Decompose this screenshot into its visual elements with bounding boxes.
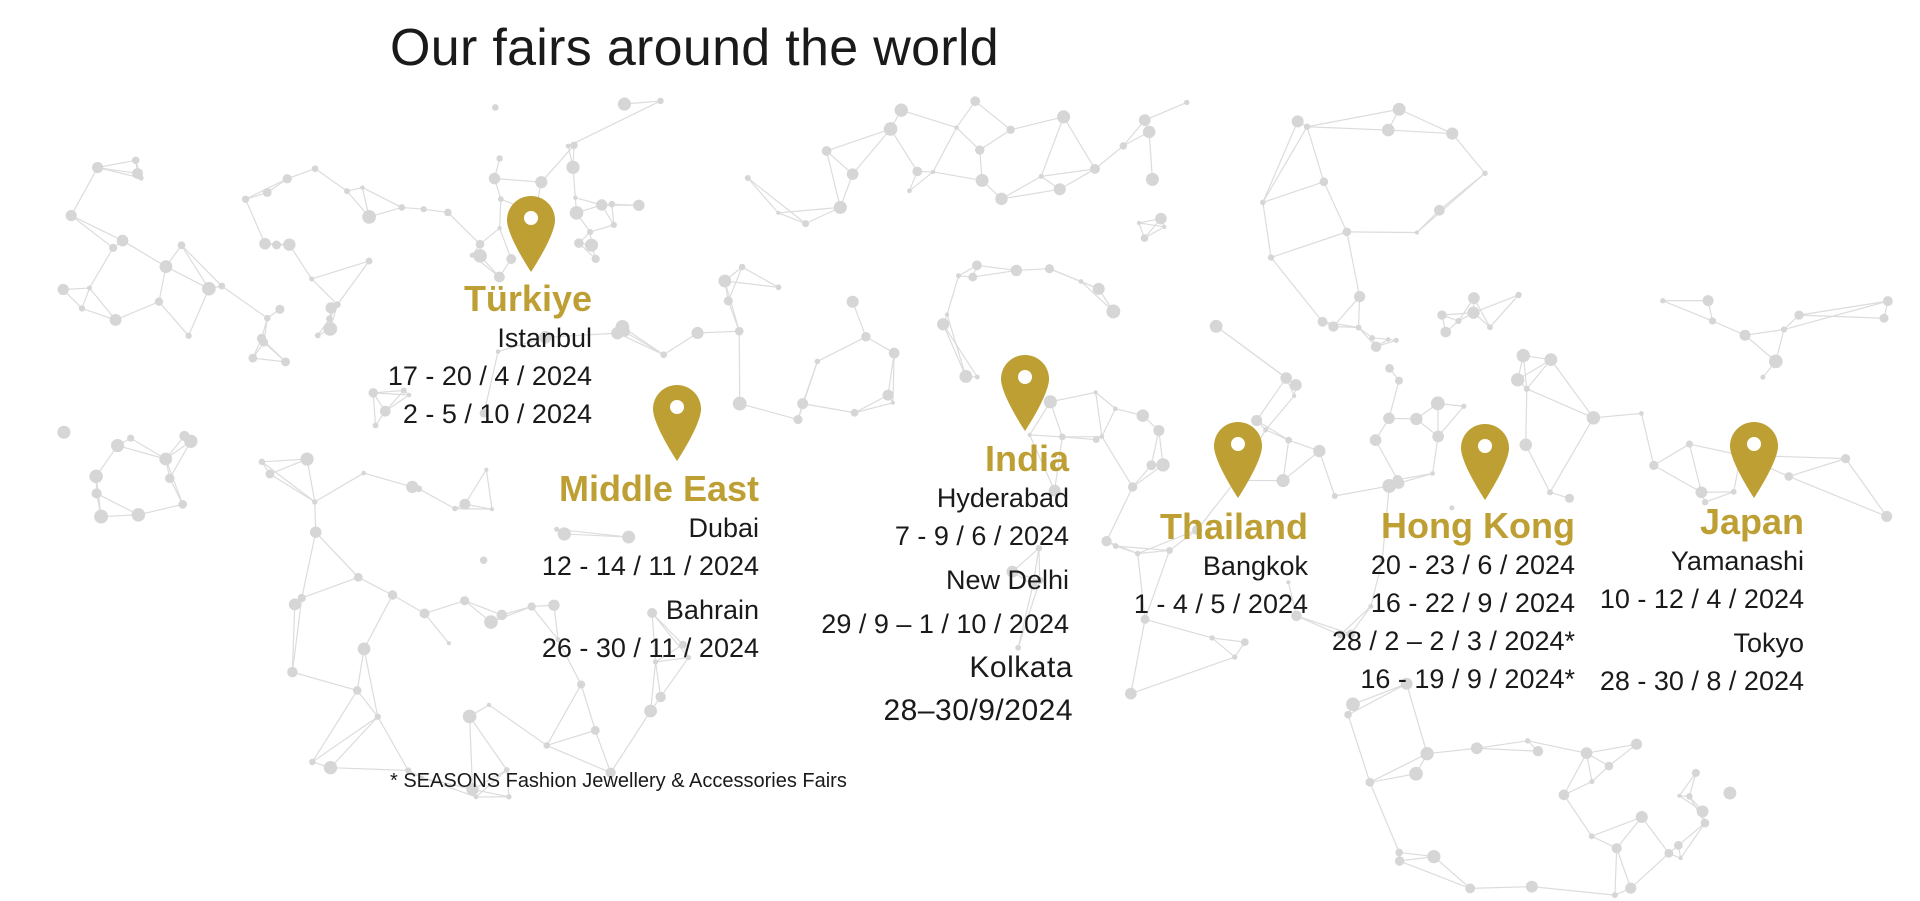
fair-date: 10 - 12 / 4 / 2024 (1599, 584, 1804, 614)
map-pin-icon[interactable] (653, 385, 701, 461)
region-name: Thailand (1159, 506, 1308, 547)
fair-date: 12 - 14 / 11 / 2024 (541, 551, 759, 581)
region-name: Middle East (558, 468, 759, 509)
region-name: India (984, 438, 1069, 479)
city-bangkok: Bangkok (1202, 551, 1308, 581)
fair-date: 28–30/9/2024 (883, 694, 1073, 727)
city-bahrain: Bahrain (665, 595, 759, 625)
fair-date: 29 / 9 – 1 / 10 / 2024 (821, 609, 1069, 639)
region-name: Hong Kong (1381, 505, 1575, 546)
map-pin-icon[interactable] (507, 196, 555, 272)
map-pin-icon[interactable] (1461, 424, 1509, 500)
fair-date: 7 - 9 / 6 / 2024 (894, 521, 1069, 551)
fair-date: 26 - 30 / 11 / 2024 (541, 633, 759, 663)
fair-date: 28 - 30 / 8 / 2024 (1599, 666, 1804, 696)
region-japan: Japan Yamanashi 10 - 12 / 4 / 2024 Tokyo… (1600, 502, 1804, 700)
map-pin-icon[interactable] (1730, 422, 1778, 498)
fair-date: 17 - 20 / 4 / 2024 (387, 361, 592, 391)
fair-date: 16 - 22 / 9 / 2024 (1370, 588, 1575, 618)
region-middle-east: Middle East Dubai 12 - 14 / 11 / 2024 Ba… (542, 469, 759, 667)
fair-date: 28 / 2 – 2 / 3 / 2024* (1331, 626, 1575, 656)
city-istanbul: Istanbul (497, 323, 592, 353)
city-tokyo: Tokyo (1733, 628, 1804, 658)
region-thailand: Thailand Bangkok 1 - 4 / 5 / 2024 (1134, 507, 1308, 623)
region-turkiye: Türkiye Istanbul 17 - 20 / 4 / 2024 2 - … (388, 279, 592, 433)
footnote: * SEASONS Fashion Jewellery & Accessorie… (390, 770, 847, 792)
city-kolkata: Kolkata (969, 651, 1073, 684)
fair-date: 1 - 4 / 5 / 2024 (1133, 589, 1308, 619)
map-pin-icon[interactable] (1001, 355, 1049, 431)
region-name: Japan (1699, 501, 1804, 542)
city-new-delhi: New Delhi (945, 565, 1069, 595)
fair-date: 20 - 23 / 6 / 2024 (1370, 550, 1575, 580)
fair-date: 2 - 5 / 10 / 2024 (402, 399, 592, 429)
city-hyderabad: Hyderabad (936, 483, 1069, 513)
region-india: India Hyderabad 7 - 9 / 6 / 2024 New Del… (821, 438, 1072, 735)
map-pin-icon[interactable] (1214, 422, 1262, 498)
region-name: Türkiye (463, 278, 592, 319)
page-title: Our fairs around the world (390, 19, 999, 77)
city-yamanashi: Yamanashi (1670, 546, 1804, 576)
region-hong-kong: Hong Kong 20 - 23 / 6 / 2024 16 - 22 / 9… (1332, 506, 1575, 698)
city-dubai: Dubai (688, 513, 759, 543)
fair-date: 16 - 19 / 9 / 2024* (1360, 664, 1575, 694)
